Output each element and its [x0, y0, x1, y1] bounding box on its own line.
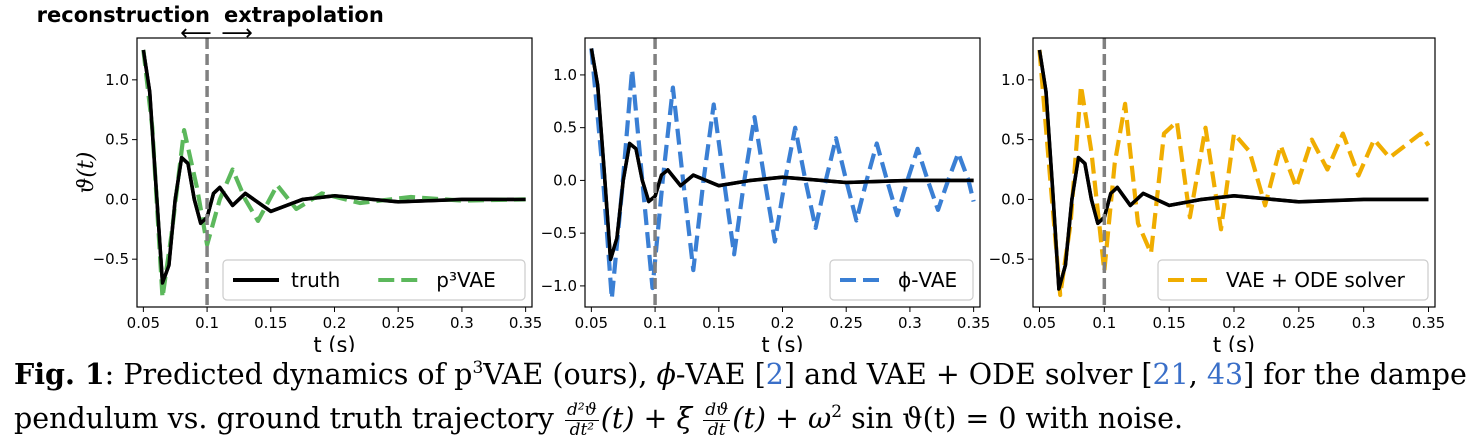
fraction-denominator: dt [707, 420, 726, 440]
x-tick-label: 0.15 [702, 314, 735, 332]
figure: reconstruction extrapolation ⟵ ⟶ 0.05 0.1… [37, 3, 1446, 352]
legend-label: p³VAE [436, 268, 495, 292]
caption-superscript: 3 [472, 358, 484, 378]
y-tick-label: 0.0 [105, 190, 129, 208]
y-tick-label: 0.5 [1001, 131, 1025, 149]
equation-fraction: d²ϑ dt² [564, 400, 599, 440]
x-tick-label: 0.35 [957, 314, 990, 332]
figure-label: Fig. 1 [14, 357, 105, 391]
figure-caption: Fig. 1: Predicted dynamics of p3VAE (our… [14, 352, 1468, 441]
x-tick-label: 0.35 [1412, 314, 1445, 332]
x-tick-label: 0.2 [771, 314, 795, 332]
x-tick-label: 0.3 [898, 314, 922, 332]
chart-panel-3: 0.05 0.1 0.15 0.2 0.25 0.3 0.35 −0.5 0.0 0.5 1.0 t … [989, 37, 1445, 352]
panels: 0.05 0.1 0.15 0.2 0.25 0.3 0.35 −0.5 0.0 0.5 1.0 t … [74, 37, 1445, 352]
y-tick-label: 0.5 [553, 119, 577, 137]
caption-text: ] for the damped [1243, 358, 1468, 391]
legend-box [222, 259, 526, 301]
x-tick-label: 0.3 [1352, 314, 1376, 332]
x-tick-label: 0.3 [450, 314, 474, 332]
y-tick-label: 0.0 [553, 171, 577, 189]
y-tick-label: 1.0 [553, 66, 577, 84]
y-tick-label: 0.0 [1001, 190, 1025, 208]
caption-line-2: pendulum vs. ground truth trajectory d²ϑ… [14, 397, 1464, 441]
caption-line-1: Fig. 1: Predicted dynamics of p3VAE (our… [14, 352, 1468, 397]
x-tick-label: 0.1 [643, 314, 667, 332]
caption-text: -VAE [ [675, 358, 766, 391]
extrapolation-label: extrapolation [224, 3, 384, 27]
x-axis-label: t (s) [761, 333, 803, 352]
legend-box [829, 259, 974, 301]
series-line-truth-top [1037, 49, 1429, 291]
y-tick-label: 1.0 [105, 71, 129, 89]
x-tick-label: 0.25 [830, 314, 863, 332]
caption-text: VAE (ours), [483, 358, 657, 391]
caption-superscript: 2 [831, 402, 843, 422]
x-tick-label: 0.25 [382, 314, 415, 332]
right-arrow-icon: ⟶ [221, 21, 253, 46]
y-tick-label: −0.5 [989, 250, 1025, 268]
caption-text: : Predicted dynamics of p [104, 358, 473, 391]
citation-link[interactable]: 43 [1206, 358, 1244, 391]
y-tick-label: 1.0 [1001, 71, 1025, 89]
y-tick-label: −0.5 [93, 250, 129, 268]
x-tick-label: 0.05 [575, 314, 608, 332]
caption-text: sin ϑ(t) = 0 with noise. [842, 402, 1184, 435]
caption-text: , [1188, 358, 1207, 391]
caption-math: ϕ [656, 358, 676, 391]
fraction-denominator: dt² [569, 420, 595, 440]
y-tick-label: −0.5 [541, 224, 577, 242]
x-axis-label: t (s) [1213, 333, 1255, 352]
y-tick-label: 0.5 [105, 131, 129, 149]
x-tick-label: 0.15 [1152, 314, 1185, 332]
fraction-numerator: dϑ [703, 400, 731, 421]
x-tick-label: 0.15 [254, 314, 287, 332]
y-axis-label: ϑ(t) [74, 152, 99, 194]
x-tick-label: 0.2 [1222, 314, 1246, 332]
equation-fraction: dϑ dt [703, 400, 731, 440]
chart-panel-1: 0.05 0.1 0.15 0.2 0.25 0.3 0.35 −0.5 0.0 0.5 1.0 t … [74, 37, 542, 352]
chart-panel-2: 0.05 0.1 0.15 0.2 0.25 0.3 0.35 −1.0 −0.5 0.0 0.5 1… [541, 37, 990, 352]
legend-box [1157, 259, 1429, 301]
series-line-model [1037, 49, 1431, 298]
citation-link[interactable]: 2 [765, 358, 784, 391]
series-line-truth-top [589, 48, 974, 262]
x-tick-label: 0.25 [1282, 314, 1315, 332]
reconstruction-label: reconstruction [37, 3, 210, 27]
y-tick-label: −1.0 [541, 277, 577, 295]
x-tick-label: 0.35 [509, 314, 542, 332]
x-tick-label: 0.05 [127, 314, 160, 332]
citation-link[interactable]: 21 [1152, 358, 1189, 391]
series-line-truth-top [141, 49, 526, 285]
legend-label: ϕ-VAE [898, 268, 957, 292]
fraction-numerator: d²ϑ [564, 400, 599, 421]
caption-math: (t) + ω [732, 402, 832, 435]
caption-text: pendulum vs. ground truth trajectory [14, 402, 563, 435]
legend-label: VAE + ODE solver [1226, 268, 1406, 292]
series-line-truth [141, 49, 526, 285]
caption-math: (t) + ξ [600, 402, 702, 435]
x-axis-label: t (s) [313, 333, 355, 352]
x-tick-label: 0.2 [323, 314, 347, 332]
series-line-truth [1037, 49, 1429, 291]
x-tick-label: 0.1 [195, 314, 219, 332]
x-tick-label: 0.05 [1023, 314, 1056, 332]
x-tick-label: 0.1 [1092, 314, 1116, 332]
caption-text: ] and VAE + ODE solver [ [783, 358, 1153, 391]
legend-label: truth [291, 268, 340, 292]
